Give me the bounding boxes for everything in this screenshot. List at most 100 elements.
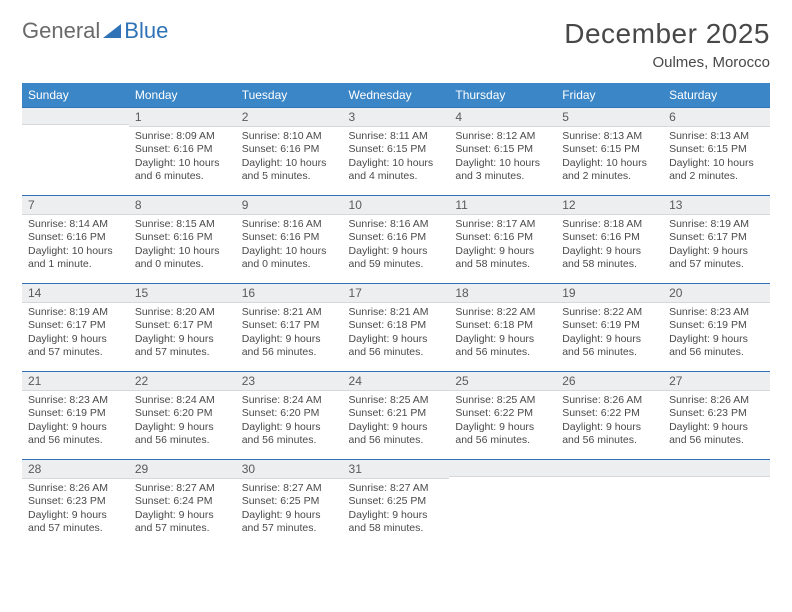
calendar-cell: 12Sunrise: 8:18 AMSunset: 6:16 PMDayligh… [556, 195, 663, 283]
title-block: December 2025 Oulmes, Morocco [564, 18, 770, 71]
sunset-text: Sunset: 6:15 PM [669, 143, 764, 156]
sunrise-text: Sunrise: 8:22 AM [455, 306, 550, 319]
calendar-cell: 4Sunrise: 8:12 AMSunset: 6:15 PMDaylight… [449, 107, 556, 195]
sunset-text: Sunset: 6:16 PM [349, 231, 444, 244]
calendar-cell: 19Sunrise: 8:22 AMSunset: 6:19 PMDayligh… [556, 283, 663, 371]
day-details: Sunrise: 8:14 AMSunset: 6:16 PMDaylight:… [22, 215, 129, 276]
day-number: 7 [22, 195, 129, 215]
daylight-text: Daylight: 9 hours and 58 minutes. [349, 509, 444, 536]
sunset-text: Sunset: 6:18 PM [349, 319, 444, 332]
day-details: Sunrise: 8:10 AMSunset: 6:16 PMDaylight:… [236, 127, 343, 188]
calendar-cell: 22Sunrise: 8:24 AMSunset: 6:20 PMDayligh… [129, 371, 236, 459]
daylight-text: Daylight: 10 hours and 0 minutes. [135, 245, 230, 272]
sunset-text: Sunset: 6:23 PM [28, 495, 123, 508]
calendar-week: 28Sunrise: 8:26 AMSunset: 6:23 PMDayligh… [22, 459, 770, 547]
calendar-cell: 28Sunrise: 8:26 AMSunset: 6:23 PMDayligh… [22, 459, 129, 547]
day-header: Tuesday [236, 83, 343, 107]
day-number: 26 [556, 371, 663, 391]
daylight-text: Daylight: 9 hours and 56 minutes. [349, 421, 444, 448]
day-details: Sunrise: 8:24 AMSunset: 6:20 PMDaylight:… [236, 391, 343, 452]
calendar-cell: 6Sunrise: 8:13 AMSunset: 6:15 PMDaylight… [663, 107, 770, 195]
sunrise-text: Sunrise: 8:25 AM [455, 394, 550, 407]
calendar-cell: 5Sunrise: 8:13 AMSunset: 6:15 PMDaylight… [556, 107, 663, 195]
day-header: Monday [129, 83, 236, 107]
day-number: 9 [236, 195, 343, 215]
day-details: Sunrise: 8:19 AMSunset: 6:17 PMDaylight:… [663, 215, 770, 276]
calendar-cell: 7Sunrise: 8:14 AMSunset: 6:16 PMDaylight… [22, 195, 129, 283]
sunrise-text: Sunrise: 8:13 AM [669, 130, 764, 143]
day-number: 25 [449, 371, 556, 391]
sunrise-text: Sunrise: 8:27 AM [135, 482, 230, 495]
calendar-cell [663, 459, 770, 547]
daylight-text: Daylight: 9 hours and 56 minutes. [349, 333, 444, 360]
day-number: 16 [236, 283, 343, 303]
logo-text-general: General [22, 18, 100, 44]
sunset-text: Sunset: 6:24 PM [135, 495, 230, 508]
calendar-cell: 24Sunrise: 8:25 AMSunset: 6:21 PMDayligh… [343, 371, 450, 459]
daylight-text: Daylight: 9 hours and 56 minutes. [669, 421, 764, 448]
calendar-cell: 10 Sunrise: 8:16 AMSunset: 6:16 PMDayligh… [343, 195, 450, 283]
day-number: 13 [663, 195, 770, 215]
location: Oulmes, Morocco [564, 54, 770, 71]
day-number: 19 [556, 283, 663, 303]
sunset-text: Sunset: 6:16 PM [455, 231, 550, 244]
day-header: Friday [556, 83, 663, 107]
calendar-cell [22, 107, 129, 195]
day-details: Sunrise: 8:24 AMSunset: 6:20 PMDaylight:… [129, 391, 236, 452]
day-details: Sunrise: 8:27 AMSunset: 6:24 PMDaylight:… [129, 479, 236, 540]
day-number: 10 [343, 195, 450, 215]
daylight-text: Daylight: 9 hours and 56 minutes. [455, 333, 550, 360]
day-details: Sunrise: 8:13 AMSunset: 6:15 PMDaylight:… [663, 127, 770, 188]
daylight-text: Daylight: 9 hours and 56 minutes. [669, 333, 764, 360]
day-number: 1 [129, 107, 236, 127]
day-details: Sunrise: 8:13 AMSunset: 6:15 PMDaylight:… [556, 127, 663, 188]
sunset-text: Sunset: 6:22 PM [562, 407, 657, 420]
day-details: Sunrise: 8:22 AMSunset: 6:19 PMDaylight:… [556, 303, 663, 364]
calendar-cell: 3Sunrise: 8:11 AMSunset: 6:15 PMDaylight… [343, 107, 450, 195]
day-number: 14 [22, 283, 129, 303]
daylight-text: Daylight: 9 hours and 59 minutes. [349, 245, 444, 272]
day-details: Sunrise: 8:19 AMSunset: 6:17 PMDaylight:… [22, 303, 129, 364]
day-number: 5 [556, 107, 663, 127]
sunset-text: Sunset: 6:18 PM [455, 319, 550, 332]
calendar-cell: 11Sunrise: 8:17 AMSunset: 6:16 PMDayligh… [449, 195, 556, 283]
calendar-week: 7Sunrise: 8:14 AMSunset: 6:16 PMDaylight… [22, 195, 770, 283]
day-details: Sunrise: 8:12 AMSunset: 6:15 PMDaylight:… [449, 127, 556, 188]
calendar-cell: 9Sunrise: 8:16 AMSunset: 6:16 PMDaylight… [236, 195, 343, 283]
day-number: 24 [343, 371, 450, 391]
daylight-text: Daylight: 9 hours and 58 minutes. [455, 245, 550, 272]
calendar-cell [556, 459, 663, 547]
day-number: 29 [129, 459, 236, 479]
day-details: Sunrise: 8:23 AMSunset: 6:19 PMDaylight:… [22, 391, 129, 452]
day-details: Sunrise: 8:27 AMSunset: 6:25 PMDaylight:… [343, 479, 450, 540]
day-number: 12 [556, 195, 663, 215]
day-header: Sunday [22, 83, 129, 107]
daylight-text: Daylight: 10 hours and 6 minutes. [135, 157, 230, 184]
calendar-cell: 2Sunrise: 8:10 AMSunset: 6:16 PMDaylight… [236, 107, 343, 195]
sunrise-text: Sunrise: 8:22 AM [562, 306, 657, 319]
calendar-week: 1Sunrise: 8:09 AMSunset: 6:16 PMDaylight… [22, 107, 770, 195]
day-details: Sunrise: 8:27 AMSunset: 6:25 PMDaylight:… [236, 479, 343, 540]
daylight-text: Daylight: 9 hours and 57 minutes. [135, 509, 230, 536]
day-number: 22 [129, 371, 236, 391]
day-details: Sunrise: 8:21 AMSunset: 6:17 PMDaylight:… [236, 303, 343, 364]
sunrise-text: Sunrise: 8:21 AM [242, 306, 337, 319]
daylight-text: Daylight: 9 hours and 57 minutes. [135, 333, 230, 360]
calendar-cell: 18Sunrise: 8:22 AMSunset: 6:18 PMDayligh… [449, 283, 556, 371]
sunset-text: Sunset: 6:17 PM [242, 319, 337, 332]
daylight-text: Daylight: 10 hours and 3 minutes. [455, 157, 550, 184]
sunset-text: Sunset: 6:25 PM [349, 495, 444, 508]
day-details: Sunrise: 8:26 AMSunset: 6:23 PMDaylight:… [22, 479, 129, 540]
calendar-cell: 16Sunrise: 8:21 AMSunset: 6:17 PMDayligh… [236, 283, 343, 371]
sunrise-text: Sunrise: 8:24 AM [135, 394, 230, 407]
calendar-week: 21Sunrise: 8:23 AMSunset: 6:19 PMDayligh… [22, 371, 770, 459]
day-number-empty [663, 459, 770, 477]
sunrise-text: Sunrise: 8:16 AM [349, 218, 444, 231]
day-details: Sunrise: 8:16 AMSunset: 6:16 PMDaylight:… [236, 215, 343, 276]
daylight-text: Daylight: 10 hours and 4 minutes. [349, 157, 444, 184]
calendar-cell: 1Sunrise: 8:09 AMSunset: 6:16 PMDaylight… [129, 107, 236, 195]
logo-triangle-icon [103, 18, 121, 44]
daylight-text: Daylight: 9 hours and 57 minutes. [669, 245, 764, 272]
sunset-text: Sunset: 6:16 PM [242, 143, 337, 156]
day-header: Saturday [663, 83, 770, 107]
